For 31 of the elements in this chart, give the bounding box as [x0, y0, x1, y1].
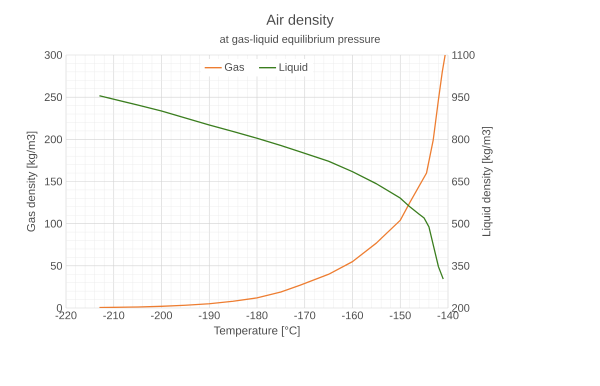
y-axis-title: Gas density [kg/m3]: [26, 132, 38, 232]
y-tick-label: 300: [44, 51, 62, 59]
y-tick-label: 150: [45, 178, 62, 186]
y2-axis-title: Liquid density [kg/m3]: [482, 126, 493, 236]
legend-label: Gas: [224, 63, 244, 71]
line-series: [98, 55, 446, 308]
chart-subtitle: at gas-liquid equilibrium pressure: [220, 34, 380, 46]
y-tick-label: 100: [45, 220, 62, 228]
x-tick-label: -190: [198, 312, 220, 320]
y2-tick-label: 950: [452, 93, 470, 102]
y-tick-label: 0: [56, 304, 62, 312]
x-tick-label: -170: [294, 312, 316, 320]
x-tick-label: -150: [390, 312, 411, 320]
x-tick-label: -200: [151, 312, 172, 320]
y2-tick-label: 350: [452, 262, 470, 270]
y2-tick-label: 500: [452, 220, 470, 228]
y2-tick-label: 800: [452, 135, 470, 144]
y-tick-label: 50: [50, 262, 62, 270]
x-tick-label: -210: [103, 312, 124, 320]
x-tick-label: -160: [342, 312, 364, 320]
y2-tick-label: 200: [452, 304, 470, 312]
x-axis-title: Temperature [°C]: [214, 326, 300, 337]
x-tick-label: -180: [246, 312, 268, 320]
chart-title: Air density: [266, 14, 334, 28]
y-tick-label: 250: [44, 93, 62, 102]
x-tick-label: -140: [438, 312, 459, 320]
legend-label: Liquid: [280, 62, 308, 74]
y-tick-label: 200: [44, 135, 62, 144]
x-tick-label: -220: [56, 312, 77, 320]
y2-tick-label: 650: [452, 178, 470, 186]
y2-tick-label: 1100: [452, 51, 475, 59]
